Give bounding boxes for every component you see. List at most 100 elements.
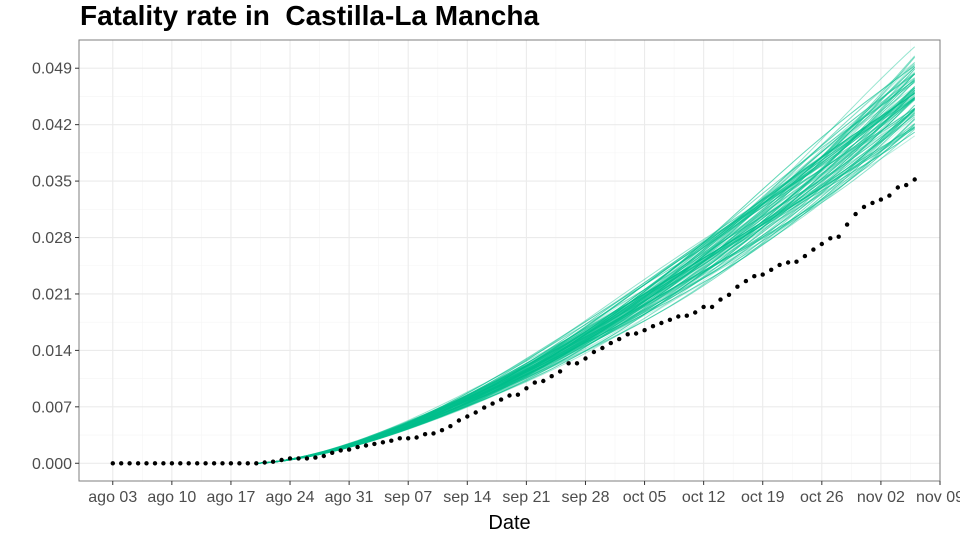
observed-point [684,313,689,318]
observed-point [819,241,824,247]
x-tick-label: ago 03 [88,489,137,506]
observed-point [245,461,250,466]
observed-point [524,386,529,391]
simulation-line [256,107,915,464]
observed-point [549,374,554,379]
x-tick-label: sep 07 [384,489,432,506]
observed-point [633,331,639,336]
x-tick-label: nov 02 [857,489,905,506]
observed-point [844,222,850,227]
observed-point [220,461,225,466]
observed-point [794,259,799,264]
x-tick-label: nov 09 [916,489,960,506]
observed-point [591,349,597,355]
observed-point [726,292,732,297]
observed-point [127,461,132,466]
grid [79,40,941,481]
observed-point [600,345,605,351]
x-tick-label: oct 26 [800,489,844,506]
observed-point [743,278,749,284]
observed-point [296,456,301,461]
observed-point [676,314,681,319]
simulation-line [256,96,915,464]
y-tick-label: 0.042 [32,117,72,134]
observed-point [363,443,369,448]
observed-point [667,317,673,322]
x-tick-label: sep 28 [561,489,609,506]
observed-point [203,461,208,466]
observed-point [574,361,580,366]
x-tick-label: ago 17 [206,489,255,506]
observed-point [515,392,521,397]
observed-point [135,461,141,466]
x-tick-label: oct 19 [741,489,785,506]
observed-point [861,204,867,210]
observed-point [186,461,191,466]
observed-point [372,441,377,447]
observed-point [709,304,715,310]
observed-point [254,461,259,466]
y-axis: 0.000 0.007 0.014 0.021 0.028 0.035 0.042 0.049 [32,61,79,473]
observed-point [828,236,833,241]
observed-point [270,459,276,464]
observed-point [532,380,537,385]
y-tick-label: 0.028 [32,230,72,247]
observed-point [465,414,470,419]
observed-point [836,234,841,239]
observed-point [785,260,791,265]
observed-point [507,393,512,398]
observed-point [566,361,571,366]
observed-point [119,461,124,466]
observed-point [110,461,116,466]
observed-point [169,461,175,466]
observed-point [735,284,740,289]
observed-point [346,447,352,452]
x-axis-title: Date [488,512,530,534]
observed-point [161,461,166,466]
observed-point [144,461,149,466]
observed-point [760,272,765,277]
y-tick-label: 0.049 [32,61,72,78]
observed-point [439,428,445,433]
x-tick-label: sep 14 [443,489,491,506]
observed-point [456,418,462,423]
x-tick-label: ago 10 [147,489,196,506]
x-tick-label: ago 24 [266,489,315,506]
observed-point [904,182,909,188]
observed-point [557,369,563,374]
simulated-lines [256,46,916,464]
observed-point [498,397,504,402]
observed-point [802,253,808,259]
observed-points [110,177,917,466]
observed-point [152,461,158,466]
observed-point [397,436,402,441]
observed-point [659,320,664,326]
observed-point [304,456,310,461]
observed-point [211,461,217,466]
observed-point [617,336,622,342]
x-tick-label: oct 12 [682,489,726,506]
y-tick-label: 0.021 [32,286,72,303]
y-tick-label: 0.035 [32,174,72,191]
observed-point [422,432,428,437]
y-tick-label: 0.014 [32,343,72,360]
observed-point [262,460,267,465]
observed-point [448,424,453,429]
observed-point [650,324,656,329]
x-tick-label: oct 05 [623,489,667,506]
observed-point [811,247,816,252]
observed-point [178,461,183,466]
y-tick-label: 0.000 [32,456,72,473]
observed-point [887,193,892,198]
observed-point [406,436,411,441]
observed-point [313,455,318,460]
observed-point [321,453,326,459]
simulation-line [256,116,916,464]
x-axis: ago 03 ago 10 ago 17 ago 24 ago 31 sep 07 sep … [88,481,960,506]
observed-point [912,177,917,182]
simulation-line [256,131,915,464]
observed-point [279,457,284,463]
observed-point [482,405,487,410]
observed-point [355,444,360,450]
